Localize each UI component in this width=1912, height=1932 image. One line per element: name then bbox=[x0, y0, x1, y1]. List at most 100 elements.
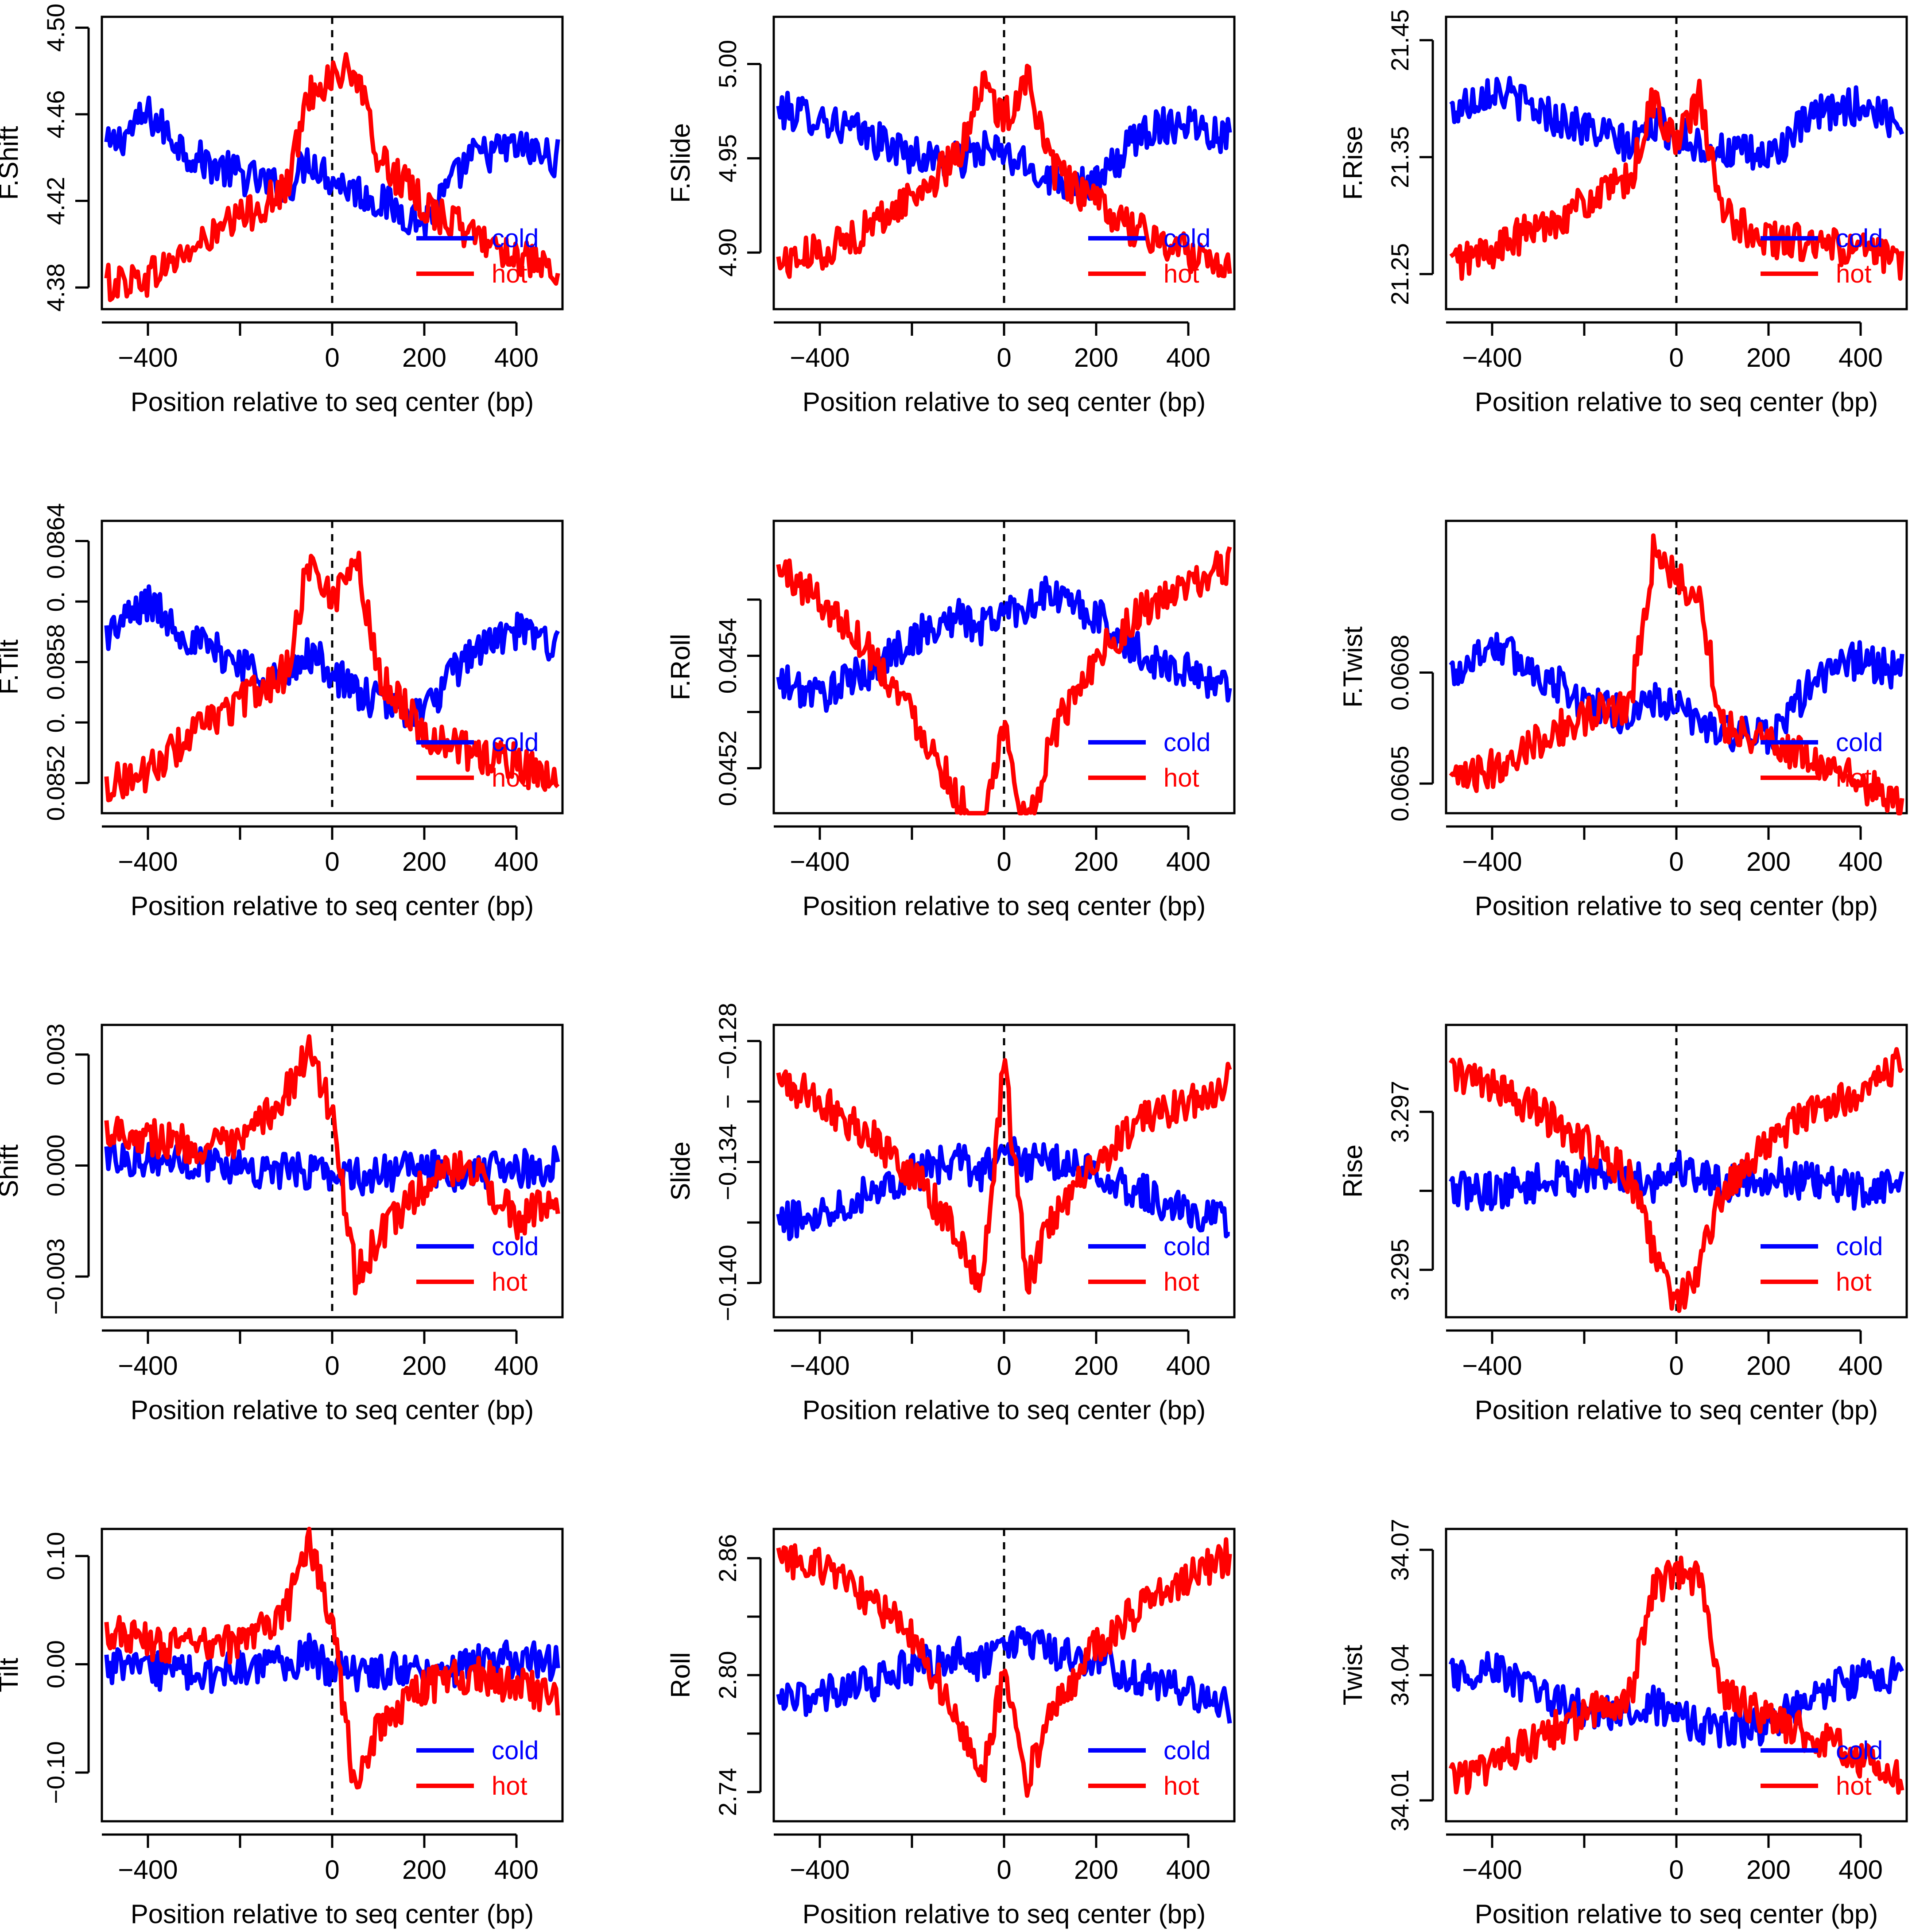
panel-ftilt: −400 0 200 400 Position relative to seq cent… bbox=[0, 503, 564, 921]
legend-label-hot: hot bbox=[492, 1772, 527, 1800]
x-tick-label: 400 bbox=[1166, 1855, 1210, 1885]
panel-roll: −400 0 200 400 Position relative to seq cent… bbox=[666, 1528, 1236, 1929]
y-tick-label: 0.0608 bbox=[1386, 635, 1414, 710]
y-tick-label: 4.90 bbox=[714, 229, 741, 277]
legend-label-hot: hot bbox=[1163, 1268, 1199, 1296]
x-tick-label: 400 bbox=[494, 847, 539, 877]
x-tick-label: −400 bbox=[118, 1855, 178, 1885]
y-tick-label: 34.01 bbox=[1386, 1769, 1414, 1831]
panel-rise: −400 0 200 400 Position relative to seq cent… bbox=[1338, 1024, 1908, 1425]
x-tick-label: 200 bbox=[1074, 847, 1118, 877]
x-tick-label: 400 bbox=[494, 1855, 539, 1885]
y-axis-label: Shift bbox=[0, 1144, 23, 1198]
y-tick-label: 5.00 bbox=[714, 40, 741, 88]
y-tick-label: − bbox=[714, 1094, 741, 1109]
y-axis-label: Twist bbox=[1338, 1645, 1368, 1705]
series-line-hot bbox=[776, 1058, 1232, 1295]
legend-label-hot: hot bbox=[1836, 1772, 1872, 1800]
x-tick-label: −400 bbox=[118, 847, 178, 877]
panel-fshift: −400 0 200 400 Position relative to seq cent… bbox=[0, 4, 564, 417]
legend-label-cold: cold bbox=[1163, 224, 1210, 253]
legend-label-cold: cold bbox=[1836, 224, 1883, 253]
x-tick-label: 0 bbox=[325, 1855, 339, 1885]
series-line-hot bbox=[776, 546, 1232, 815]
x-tick-label: 200 bbox=[402, 847, 446, 877]
y-tick-label: −0.10 bbox=[42, 1741, 70, 1804]
y-tick-label: 2.86 bbox=[714, 1534, 741, 1583]
x-tick-label: 400 bbox=[1838, 1351, 1883, 1381]
series-line-hot bbox=[104, 52, 560, 303]
legend-label-cold: cold bbox=[1163, 728, 1210, 757]
x-tick-label: 200 bbox=[1746, 1351, 1791, 1381]
y-tick-label: 0. bbox=[42, 712, 70, 733]
x-tick-label: −400 bbox=[1462, 847, 1522, 877]
legend-label-cold: cold bbox=[1163, 1736, 1210, 1765]
x-axis-label: Position relative to seq center (bp) bbox=[131, 1899, 534, 1929]
x-tick-label: 200 bbox=[402, 1855, 446, 1885]
x-tick-label: 200 bbox=[1746, 847, 1791, 877]
legend-label-cold: cold bbox=[1836, 728, 1883, 757]
x-tick-label: 200 bbox=[1074, 1351, 1118, 1381]
x-tick-label: −400 bbox=[790, 1351, 849, 1381]
y-tick-label: 2.74 bbox=[714, 1768, 741, 1816]
series-line-cold bbox=[1449, 632, 1904, 755]
y-tick-label: 0.00 bbox=[42, 1640, 70, 1688]
x-tick-label: 0 bbox=[1669, 1855, 1683, 1885]
series-line-hot bbox=[1449, 78, 1904, 281]
series-line-hot bbox=[104, 1034, 560, 1296]
y-axis-label: F.Slide bbox=[666, 123, 695, 203]
legend-label-hot: hot bbox=[1163, 1772, 1199, 1800]
legend-label-cold: cold bbox=[1163, 1232, 1210, 1261]
legend-label-hot: hot bbox=[1163, 260, 1199, 288]
x-axis-label: Position relative to seq center (bp) bbox=[1475, 1899, 1878, 1929]
x-tick-label: −400 bbox=[790, 847, 849, 877]
legend-label-cold: cold bbox=[492, 1736, 539, 1765]
y-tick-label: 21.35 bbox=[1386, 126, 1414, 188]
y-tick-label: 21.25 bbox=[1386, 243, 1414, 305]
y-axis-label: Tilt bbox=[0, 1658, 23, 1692]
y-tick-label: −0.128 bbox=[714, 1003, 741, 1079]
x-tick-label: 400 bbox=[1838, 1855, 1883, 1885]
legend-label-cold: cold bbox=[492, 728, 539, 757]
y-axis-label: F.Twist bbox=[1338, 626, 1368, 708]
y-tick-label: 4.50 bbox=[42, 4, 70, 52]
y-tick-label: 0.0852 bbox=[42, 745, 70, 821]
y-axis-label: Roll bbox=[666, 1652, 695, 1698]
legend-label-hot: hot bbox=[1836, 1268, 1872, 1296]
x-tick-label: 0 bbox=[1669, 343, 1683, 372]
y-tick-label: 0.0452 bbox=[714, 730, 741, 806]
y-axis-label: Rise bbox=[1338, 1144, 1368, 1198]
x-axis-label: Position relative to seq center (bp) bbox=[131, 1395, 534, 1425]
x-axis-label: Position relative to seq center (bp) bbox=[1475, 387, 1878, 417]
y-tick-label: 0.0605 bbox=[1386, 746, 1414, 822]
x-tick-label: 0 bbox=[997, 1855, 1011, 1885]
y-tick-label: 0.000 bbox=[42, 1134, 70, 1196]
y-tick-label: −0.140 bbox=[714, 1245, 741, 1321]
x-axis-label: Position relative to seq center (bp) bbox=[131, 891, 534, 921]
y-axis-label: Slide bbox=[666, 1141, 695, 1200]
x-tick-label: 0 bbox=[997, 343, 1011, 372]
y-tick-label: 4.46 bbox=[42, 90, 70, 139]
legend-label-hot: hot bbox=[1163, 764, 1199, 792]
x-axis-label: Position relative to seq center (bp) bbox=[1475, 1395, 1878, 1425]
y-tick-label: 0.0864 bbox=[42, 503, 70, 579]
panel-tilt: −400 0 200 400 Position relative to seq cent… bbox=[0, 1527, 564, 1929]
legend-label-cold: cold bbox=[492, 224, 539, 253]
series-line-hot bbox=[1448, 1556, 1904, 1795]
y-axis-label: F.Roll bbox=[666, 634, 695, 700]
x-axis-label: Position relative to seq center (bp) bbox=[131, 387, 534, 417]
series-line-cold bbox=[776, 575, 1232, 713]
series-line-cold bbox=[104, 1137, 560, 1197]
x-tick-label: 400 bbox=[494, 1351, 539, 1381]
panel-frise: −400 0 200 400 Position relative to seq cent… bbox=[1338, 9, 1908, 417]
x-tick-label: 0 bbox=[325, 1351, 339, 1381]
x-tick-label: 0 bbox=[997, 1351, 1011, 1381]
x-axis-label: Position relative to seq center (bp) bbox=[803, 1899, 1206, 1929]
x-axis-label: Position relative to seq center (bp) bbox=[803, 1395, 1206, 1425]
x-tick-label: −400 bbox=[1462, 1351, 1522, 1381]
y-tick-label: 0.0858 bbox=[42, 624, 70, 700]
panel-fslide: −400 0 200 400 Position relative to seq cent… bbox=[666, 16, 1236, 417]
y-tick-label: −0.003 bbox=[42, 1238, 70, 1315]
legend-label-hot: hot bbox=[1836, 764, 1872, 792]
legend-label-cold: cold bbox=[1836, 1232, 1883, 1261]
